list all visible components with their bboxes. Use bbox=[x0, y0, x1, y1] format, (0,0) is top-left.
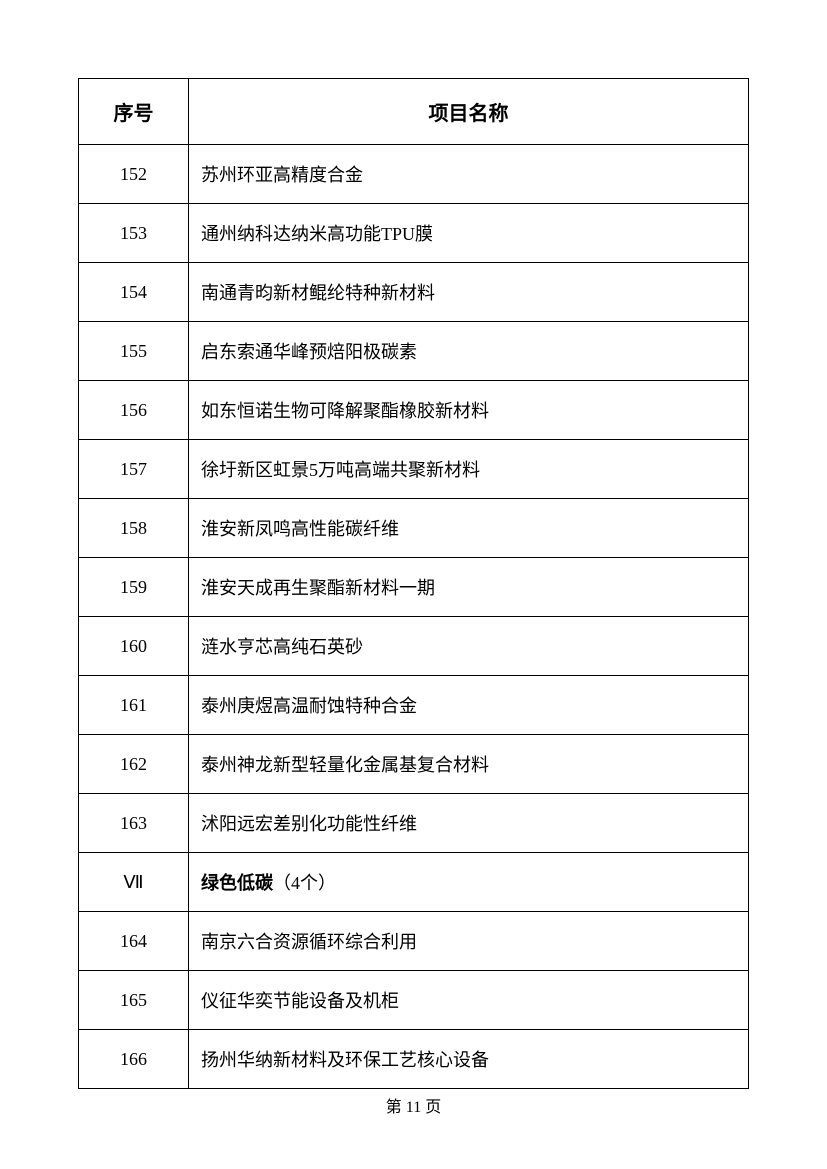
project-table: 序号 项目名称 152苏州环亚高精度合金153通州纳科达纳米高功能TPU膜154… bbox=[78, 78, 749, 1089]
row-num: 153 bbox=[79, 204, 189, 263]
page-container: 序号 项目名称 152苏州环亚高精度合金153通州纳科达纳米高功能TPU膜154… bbox=[0, 0, 827, 1089]
row-name: 如东恒诺生物可降解聚酯橡胶新材料 bbox=[189, 381, 749, 440]
table-row: 156如东恒诺生物可降解聚酯橡胶新材料 bbox=[79, 381, 749, 440]
row-name: 仪征华奕节能设备及机柜 bbox=[189, 971, 749, 1030]
page-number: 第 11 页 bbox=[386, 1099, 441, 1116]
table-header-row: 序号 项目名称 bbox=[79, 79, 749, 145]
row-name: 泰州神龙新型轻量化金属基复合材料 bbox=[189, 735, 749, 794]
row-num: 155 bbox=[79, 322, 189, 381]
row-num: 164 bbox=[79, 912, 189, 971]
row-num: 157 bbox=[79, 440, 189, 499]
row-num: 159 bbox=[79, 558, 189, 617]
table-row: 162泰州神龙新型轻量化金属基复合材料 bbox=[79, 735, 749, 794]
row-name: 涟水亨芯高纯石英砂 bbox=[189, 617, 749, 676]
row-name: 扬州华纳新材料及环保工艺核心设备 bbox=[189, 1030, 749, 1089]
table-row: 164南京六合资源循环综合利用 bbox=[79, 912, 749, 971]
header-name: 项目名称 bbox=[189, 79, 749, 145]
table-row: 158淮安新凤鸣高性能碳纤维 bbox=[79, 499, 749, 558]
row-num: 162 bbox=[79, 735, 189, 794]
table-row: 163沭阳远宏差别化功能性纤维 bbox=[79, 794, 749, 853]
row-name: 南通青昀新材鲲纶特种新材料 bbox=[189, 263, 749, 322]
table-row: 152苏州环亚高精度合金 bbox=[79, 145, 749, 204]
table-row: 166扬州华纳新材料及环保工艺核心设备 bbox=[79, 1030, 749, 1089]
row-num: 165 bbox=[79, 971, 189, 1030]
row-num: 166 bbox=[79, 1030, 189, 1089]
table-row: 160涟水亨芯高纯石英砂 bbox=[79, 617, 749, 676]
table-row: 165仪征华奕节能设备及机柜 bbox=[79, 971, 749, 1030]
page-footer: 第 11 页 bbox=[0, 1093, 827, 1117]
row-num: 161 bbox=[79, 676, 189, 735]
table-row: 161泰州庚煜高温耐蚀特种合金 bbox=[79, 676, 749, 735]
section-name: 绿色低碳（4个） bbox=[189, 853, 749, 912]
row-name: 苏州环亚高精度合金 bbox=[189, 145, 749, 204]
row-name: 徐圩新区虹景5万吨高端共聚新材料 bbox=[189, 440, 749, 499]
row-name: 通州纳科达纳米高功能TPU膜 bbox=[189, 204, 749, 263]
section-title-rest: （4个） bbox=[273, 873, 336, 893]
row-num: 158 bbox=[79, 499, 189, 558]
row-name: 淮安天成再生聚酯新材料一期 bbox=[189, 558, 749, 617]
table-row: 157徐圩新区虹景5万吨高端共聚新材料 bbox=[79, 440, 749, 499]
row-num: 152 bbox=[79, 145, 189, 204]
row-name: 启东索通华峰预焙阳极碳素 bbox=[189, 322, 749, 381]
row-name: 南京六合资源循环综合利用 bbox=[189, 912, 749, 971]
row-num: 156 bbox=[79, 381, 189, 440]
table-row: 154南通青昀新材鲲纶特种新材料 bbox=[79, 263, 749, 322]
table-row: 153通州纳科达纳米高功能TPU膜 bbox=[79, 204, 749, 263]
row-name: 泰州庚煜高温耐蚀特种合金 bbox=[189, 676, 749, 735]
header-num: 序号 bbox=[79, 79, 189, 145]
row-num: 154 bbox=[79, 263, 189, 322]
table-row: 159淮安天成再生聚酯新材料一期 bbox=[79, 558, 749, 617]
row-name: 沭阳远宏差别化功能性纤维 bbox=[189, 794, 749, 853]
table-body: 152苏州环亚高精度合金153通州纳科达纳米高功能TPU膜154南通青昀新材鲲纶… bbox=[79, 145, 749, 1089]
table-row: 155启东索通华峰预焙阳极碳素 bbox=[79, 322, 749, 381]
row-name: 淮安新凤鸣高性能碳纤维 bbox=[189, 499, 749, 558]
table-row: Ⅶ绿色低碳（4个） bbox=[79, 853, 749, 912]
section-num: Ⅶ bbox=[79, 853, 189, 912]
row-num: 163 bbox=[79, 794, 189, 853]
row-num: 160 bbox=[79, 617, 189, 676]
section-title-bold: 绿色低碳 bbox=[201, 873, 273, 893]
